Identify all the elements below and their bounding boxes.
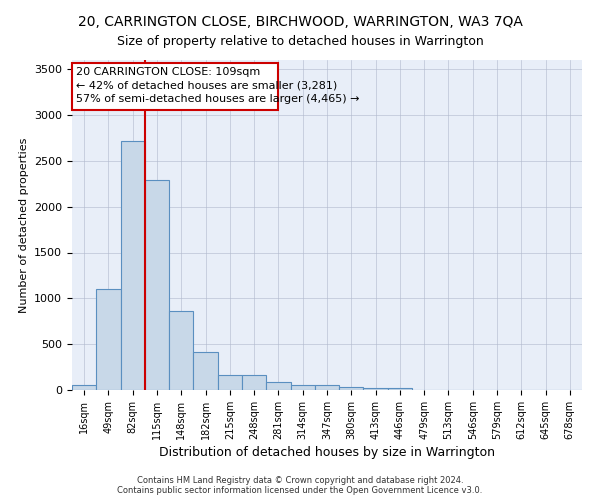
Text: 20 CARRINGTON CLOSE: 109sqm
← 42% of detached houses are smaller (3,281)
57% of : 20 CARRINGTON CLOSE: 109sqm ← 42% of det… <box>76 68 359 104</box>
X-axis label: Distribution of detached houses by size in Warrington: Distribution of detached houses by size … <box>159 446 495 459</box>
Bar <box>388 388 412 390</box>
Text: Size of property relative to detached houses in Warrington: Size of property relative to detached ho… <box>116 34 484 48</box>
Text: Contains HM Land Registry data © Crown copyright and database right 2024.
Contai: Contains HM Land Registry data © Crown c… <box>118 476 482 495</box>
Bar <box>266 382 290 390</box>
Bar <box>72 62 278 110</box>
Bar <box>218 375 242 390</box>
Bar <box>339 387 364 390</box>
Bar <box>315 385 339 390</box>
Text: 20, CARRINGTON CLOSE, BIRCHWOOD, WARRINGTON, WA3 7QA: 20, CARRINGTON CLOSE, BIRCHWOOD, WARRING… <box>77 16 523 30</box>
Bar <box>290 384 315 390</box>
Bar <box>72 386 96 390</box>
Bar <box>121 140 145 390</box>
Y-axis label: Number of detached properties: Number of detached properties <box>19 138 29 312</box>
Bar <box>145 180 169 390</box>
Bar <box>169 311 193 390</box>
Bar <box>96 289 121 390</box>
Bar <box>193 352 218 390</box>
Bar <box>364 388 388 390</box>
Bar <box>242 375 266 390</box>
